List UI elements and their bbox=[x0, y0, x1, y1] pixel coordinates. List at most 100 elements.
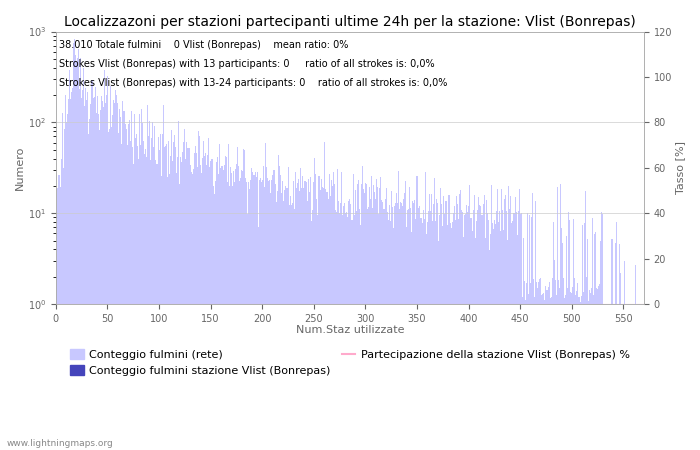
Bar bbox=[257, 172, 258, 450]
Bar bbox=[538, 282, 539, 450]
Bar bbox=[571, 293, 573, 450]
Bar bbox=[575, 295, 576, 450]
Bar bbox=[358, 209, 360, 450]
Bar bbox=[207, 155, 208, 450]
Bar bbox=[514, 197, 515, 450]
Bar bbox=[233, 171, 234, 450]
Bar bbox=[282, 181, 284, 450]
Bar bbox=[305, 181, 306, 450]
Bar bbox=[92, 98, 94, 450]
Bar bbox=[541, 295, 542, 450]
Bar bbox=[588, 301, 589, 450]
Bar bbox=[184, 129, 186, 450]
Bar bbox=[460, 190, 461, 450]
Bar bbox=[522, 297, 523, 450]
Bar bbox=[639, 304, 640, 450]
Bar bbox=[130, 141, 131, 450]
Bar bbox=[542, 294, 543, 450]
Bar bbox=[139, 114, 140, 450]
Bar bbox=[202, 158, 203, 450]
Bar bbox=[435, 221, 436, 450]
Bar bbox=[615, 222, 617, 450]
Bar bbox=[552, 278, 553, 450]
Bar bbox=[437, 202, 438, 450]
Bar bbox=[344, 203, 345, 450]
Bar bbox=[389, 205, 390, 450]
Bar bbox=[573, 219, 575, 450]
Bar bbox=[246, 182, 247, 450]
Bar bbox=[321, 187, 323, 450]
Bar bbox=[204, 156, 205, 450]
Bar bbox=[416, 176, 417, 450]
Bar bbox=[179, 184, 180, 450]
Bar bbox=[531, 217, 532, 450]
Bar bbox=[563, 278, 564, 450]
Bar bbox=[248, 182, 249, 450]
Bar bbox=[256, 177, 257, 450]
Bar bbox=[412, 201, 414, 450]
Bar bbox=[333, 171, 334, 450]
Bar bbox=[116, 95, 118, 450]
Bar bbox=[157, 164, 158, 450]
Bar bbox=[127, 124, 129, 450]
Bar bbox=[586, 277, 587, 450]
Bar bbox=[113, 99, 114, 450]
Bar bbox=[547, 287, 549, 450]
Bar bbox=[290, 205, 292, 450]
Bar bbox=[141, 109, 142, 450]
Bar bbox=[556, 187, 558, 450]
Bar bbox=[398, 171, 399, 450]
Bar bbox=[131, 111, 132, 450]
Bar bbox=[641, 304, 643, 450]
Bar bbox=[629, 304, 630, 450]
Bar bbox=[292, 202, 293, 450]
Bar bbox=[123, 112, 125, 450]
Bar bbox=[177, 157, 178, 450]
Bar bbox=[637, 304, 638, 450]
Bar bbox=[373, 185, 374, 450]
Bar bbox=[251, 168, 253, 450]
Bar bbox=[397, 203, 398, 450]
Bar bbox=[190, 172, 192, 450]
Bar bbox=[506, 211, 507, 450]
Bar bbox=[225, 157, 227, 450]
Bar bbox=[621, 304, 622, 450]
Bar bbox=[326, 192, 327, 450]
Bar bbox=[594, 234, 595, 450]
Bar bbox=[463, 237, 464, 450]
Bar bbox=[209, 166, 210, 450]
Bar bbox=[81, 98, 82, 450]
Bar bbox=[543, 293, 545, 450]
Bar bbox=[634, 304, 635, 450]
Bar bbox=[438, 242, 439, 450]
Bar bbox=[166, 144, 167, 450]
Text: Strokes Vlist (Bonrepas) with 13 participants: 0     ratio of all strokes is: 0,: Strokes Vlist (Bonrepas) with 13 partici… bbox=[59, 59, 435, 69]
Bar bbox=[288, 205, 290, 450]
Bar bbox=[241, 170, 242, 450]
Bar bbox=[442, 225, 443, 450]
Bar bbox=[424, 219, 425, 450]
Bar bbox=[530, 283, 531, 450]
Bar bbox=[85, 87, 86, 450]
Bar bbox=[66, 114, 68, 450]
Bar bbox=[274, 170, 275, 450]
Bar bbox=[237, 148, 238, 450]
Bar bbox=[121, 144, 122, 450]
Bar bbox=[608, 304, 610, 450]
Bar bbox=[602, 214, 603, 450]
Bar bbox=[112, 115, 113, 450]
Bar bbox=[309, 192, 310, 450]
Bar bbox=[94, 97, 95, 450]
Bar bbox=[498, 222, 499, 450]
Bar bbox=[169, 174, 170, 450]
Bar bbox=[211, 159, 212, 450]
Bar bbox=[426, 234, 427, 450]
Bar bbox=[569, 220, 570, 450]
Bar bbox=[147, 105, 148, 450]
Bar bbox=[521, 213, 522, 450]
Bar bbox=[60, 159, 62, 450]
Bar bbox=[301, 188, 302, 450]
Bar bbox=[417, 208, 419, 450]
Bar bbox=[622, 304, 623, 450]
Bar bbox=[194, 153, 195, 450]
